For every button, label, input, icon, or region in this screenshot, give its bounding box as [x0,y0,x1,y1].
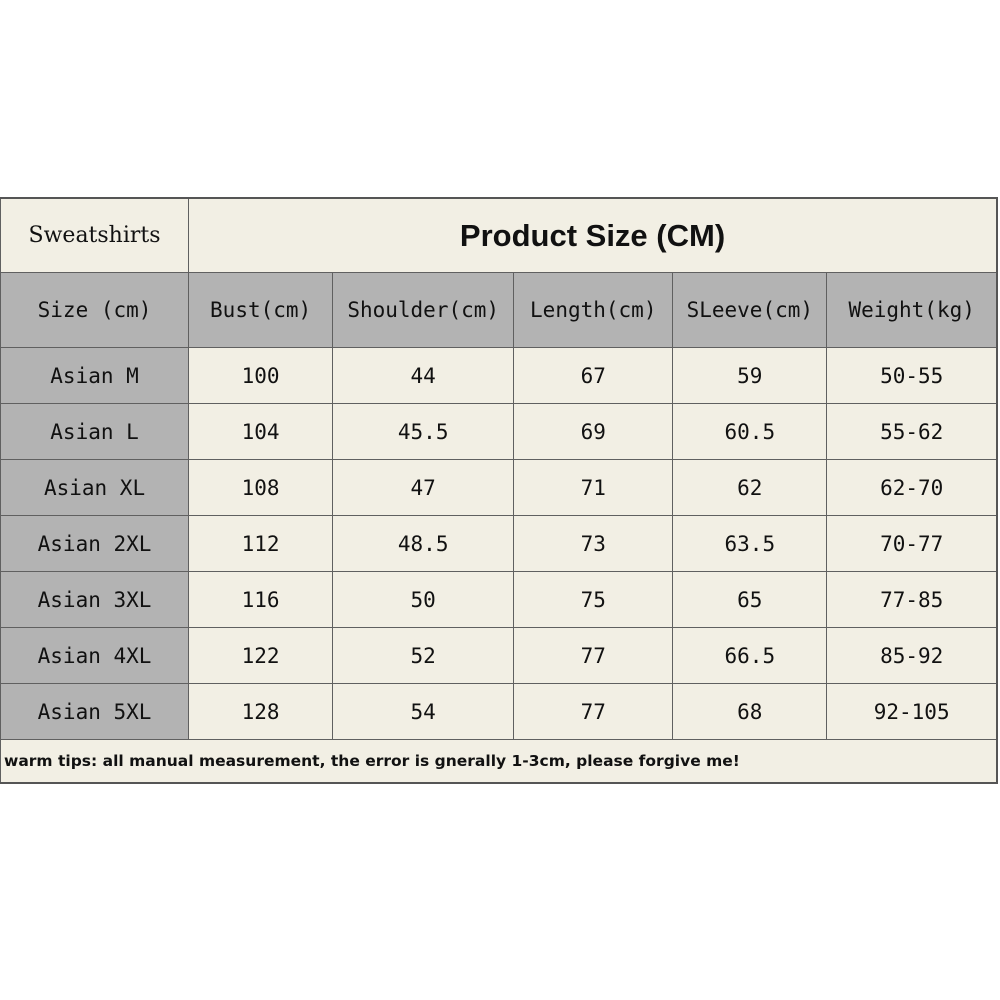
size-label-cell: Asian L [0,403,190,460]
bust-cell: 128 [188,683,334,740]
weight-cell: 85-92 [826,627,998,684]
garment-type-label: Sweatshirts [0,197,190,273]
column-header-size: Size (cm) [0,272,190,348]
length-cell: 69 [513,403,674,460]
size-label-cell: Asian M [0,347,190,404]
sleeve-cell: 62 [672,459,828,516]
length-cell: 75 [513,571,674,628]
length-cell: 71 [513,459,674,516]
sleeve-cell: 65 [672,571,828,628]
shoulder-cell: 54 [332,683,515,740]
bust-cell: 108 [188,459,334,516]
length-cell: 67 [513,347,674,404]
bust-cell: 122 [188,627,334,684]
shoulder-cell: 48.5 [332,515,515,572]
bust-cell: 116 [188,571,334,628]
size-chart-table: Sweatshirts Product Size (CM) Size (cm) … [0,197,998,784]
table-row: Asian L 104 45.5 69 60.5 55-62 [0,403,998,460]
sleeve-cell: 66.5 [672,627,828,684]
shoulder-cell: 52 [332,627,515,684]
bust-cell: 104 [188,403,334,460]
table-row: Asian 5XL 128 54 77 68 92-105 [0,683,998,740]
table-row: Asian M 100 44 67 59 50-55 [0,347,998,404]
column-header-row: Size (cm) Bust(cm) Shoulder(cm) Length(c… [0,272,998,348]
weight-cell: 50-55 [826,347,998,404]
weight-cell: 62-70 [826,459,998,516]
size-label-cell: Asian XL [0,459,190,516]
column-header-length: Length(cm) [513,272,674,348]
size-label-cell: Asian 5XL [0,683,190,740]
sleeve-cell: 63.5 [672,515,828,572]
sleeve-cell: 68 [672,683,828,740]
size-label-cell: Asian 3XL [0,571,190,628]
column-header-bust: Bust(cm) [188,272,334,348]
shoulder-cell: 44 [332,347,515,404]
shoulder-cell: 45.5 [332,403,515,460]
title-row: Sweatshirts Product Size (CM) [0,197,998,273]
table-row: Asian 4XL 122 52 77 66.5 85-92 [0,627,998,684]
size-label-cell: Asian 4XL [0,627,190,684]
table-row: Asian XL 108 47 71 62 62-70 [0,459,998,516]
weight-cell: 55-62 [826,403,998,460]
table-row: Asian 3XL 116 50 75 65 77-85 [0,571,998,628]
weight-cell: 92-105 [826,683,998,740]
sleeve-cell: 59 [672,347,828,404]
length-cell: 77 [513,683,674,740]
shoulder-cell: 50 [332,571,515,628]
column-header-weight: Weight(kg) [826,272,998,348]
warm-tips-row: warm tips: all manual measurement, the e… [0,739,998,784]
sleeve-cell: 60.5 [672,403,828,460]
weight-cell: 70-77 [826,515,998,572]
table-title: Product Size (CM) [188,197,998,273]
length-cell: 77 [513,627,674,684]
column-header-shoulder: Shoulder(cm) [332,272,515,348]
bust-cell: 100 [188,347,334,404]
length-cell: 73 [513,515,674,572]
size-label-cell: Asian 2XL [0,515,190,572]
table-row: Asian 2XL 112 48.5 73 63.5 70-77 [0,515,998,572]
warm-tips-note: warm tips: all manual measurement, the e… [0,739,998,784]
column-header-sleeve: SLeeve(cm) [672,272,828,348]
shoulder-cell: 47 [332,459,515,516]
weight-cell: 77-85 [826,571,998,628]
bust-cell: 112 [188,515,334,572]
